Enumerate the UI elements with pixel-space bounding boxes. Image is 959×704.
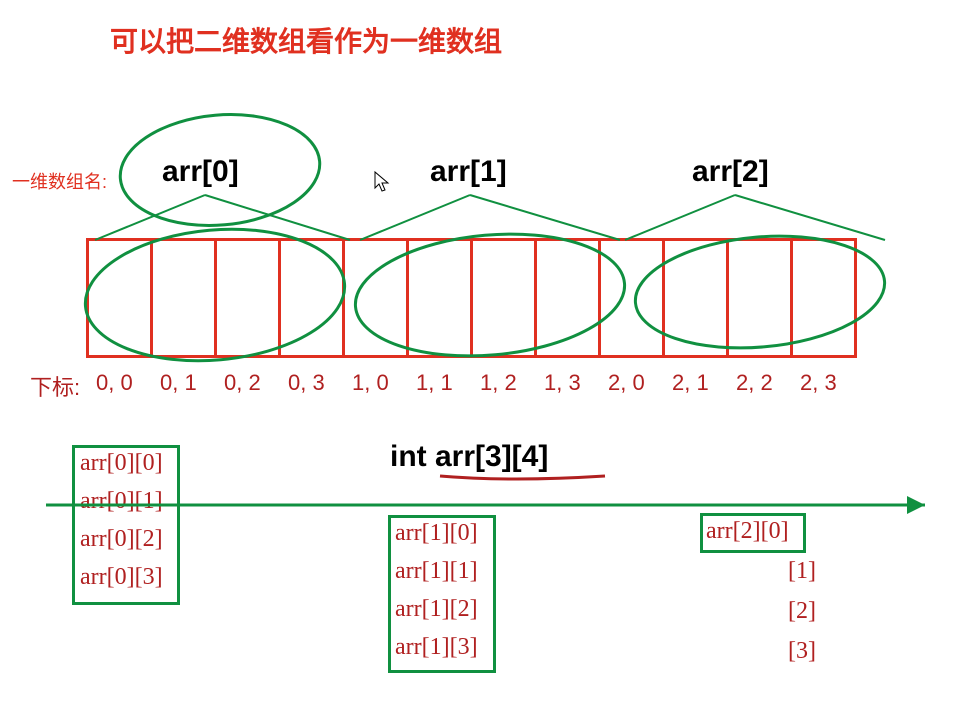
array-element: arr[1][0]	[395, 520, 478, 547]
array-cell	[278, 238, 345, 358]
array-name-2: arr[2]	[692, 155, 769, 189]
array-cell	[470, 238, 537, 358]
array-declaration: int arr[3][4]	[390, 440, 548, 474]
array-element: arr[0][1]	[80, 488, 163, 515]
diagram-title: 可以把二维数组看作为一维数组	[110, 20, 502, 60]
array-element: arr[2][0]	[706, 518, 789, 545]
array-cell	[598, 238, 665, 358]
array-cell	[342, 238, 409, 358]
subscript: 1, 1	[416, 370, 453, 396]
array-element: [3]	[788, 638, 816, 665]
array-cell	[86, 238, 153, 358]
array-element: arr[0][3]	[80, 564, 163, 591]
array-element: arr[1][1]	[395, 558, 478, 585]
array-cell	[790, 238, 857, 358]
subscript: 2, 0	[608, 370, 645, 396]
subscript: 0, 3	[288, 370, 325, 396]
array-name-label: 一维数组名:	[12, 168, 107, 194]
array-cell	[214, 238, 281, 358]
array-cell	[662, 238, 729, 358]
array-name-1: arr[1]	[430, 155, 507, 189]
array-cell	[150, 238, 217, 358]
subscript: 1, 3	[544, 370, 581, 396]
array-cell	[406, 238, 473, 358]
subscript: 2, 3	[800, 370, 837, 396]
array-cells	[86, 238, 857, 358]
subscript: 2, 2	[736, 370, 773, 396]
array-cell	[726, 238, 793, 358]
array-element: arr[0][2]	[80, 526, 163, 553]
array-element: arr[1][2]	[395, 596, 478, 623]
subscript: 1, 0	[352, 370, 389, 396]
array-element: [1]	[788, 558, 816, 585]
subscript: 2, 1	[672, 370, 709, 396]
array-element: [2]	[788, 598, 816, 625]
subscript: 0, 2	[224, 370, 261, 396]
array-name-0: arr[0]	[162, 155, 239, 189]
subscript: 0, 0	[96, 370, 133, 396]
array-element: arr[0][0]	[80, 450, 163, 477]
subscript: 1, 2	[480, 370, 517, 396]
subscript-label: 下标:	[30, 370, 80, 402]
subscript: 0, 1	[160, 370, 197, 396]
array-element: arr[1][3]	[395, 634, 478, 661]
array-cell	[534, 238, 601, 358]
